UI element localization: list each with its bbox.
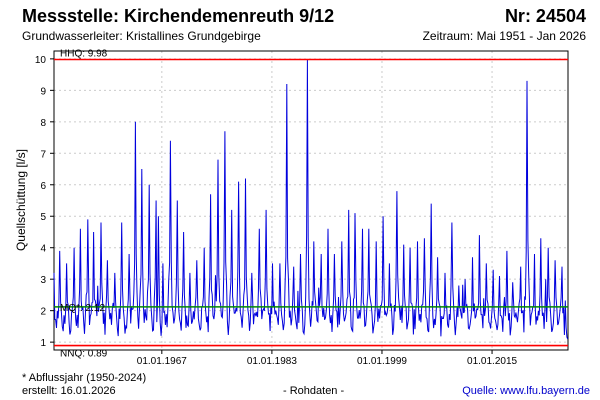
x-tick-label: 01.01.2015 <box>467 356 517 367</box>
x-axis: 01.01.1967 01.01.1983 01.01.1999 01.01.2015 <box>137 350 518 367</box>
page-title: Messstelle: Kirchendemenreuth 9/12 <box>22 6 335 26</box>
y-axis: 1 2 3 4 5 6 7 8 9 10 <box>35 55 54 349</box>
y-tick-label: 1 <box>40 338 46 349</box>
grid-lines <box>54 51 568 350</box>
footnote: * Abflussjahr (1950-2024) <box>22 372 147 384</box>
y-tick-label: 9 <box>40 86 46 97</box>
y-axis-label: Quellschüttung [l/s] <box>14 149 28 251</box>
aquifer-label: Grundwasserleiter: Kristallines Grundgeb… <box>22 29 261 43</box>
reference-line-label: NNQ: 0.89 <box>60 349 108 360</box>
source-link[interactable]: www.lfu.bayern.de <box>500 385 590 397</box>
y-tick-label: 2 <box>40 307 46 318</box>
reference-lines: HHQ: 9.98 MQ*: 2.12 NNQ: 0.89 <box>54 48 568 360</box>
x-tick-label: 01.01.1983 <box>247 356 297 367</box>
y-tick-label: 3 <box>40 275 46 286</box>
plot-frame <box>53 50 569 351</box>
source-line: Quelle: www.lfu.bayern.de <box>462 385 590 397</box>
period-label: Zeitraum: Mai 1951 - Jan 2026 <box>422 29 586 43</box>
x-tick-label: 01.01.1999 <box>357 356 407 367</box>
y-tick-label: 6 <box>40 181 46 192</box>
x-tick-label: 01.01.1967 <box>137 356 187 367</box>
reference-line-label: HHQ: 9.98 <box>60 48 108 59</box>
y-tick-label: 4 <box>40 244 46 255</box>
y-tick-label: 5 <box>40 212 46 223</box>
y-tick-label: 7 <box>40 149 46 160</box>
series-line-discharge <box>53 59 569 340</box>
y-tick-label: 10 <box>35 55 47 66</box>
source-label: Quelle: <box>462 385 498 397</box>
created-date: erstellt: 16.01.2026 <box>22 385 116 397</box>
station-number: Nr: 24504 <box>504 6 586 26</box>
reference-line-label: MQ*: 2.12 <box>60 303 105 314</box>
y-tick-label: 8 <box>40 118 46 129</box>
rawdata-label: - Rohdaten - <box>283 385 345 397</box>
